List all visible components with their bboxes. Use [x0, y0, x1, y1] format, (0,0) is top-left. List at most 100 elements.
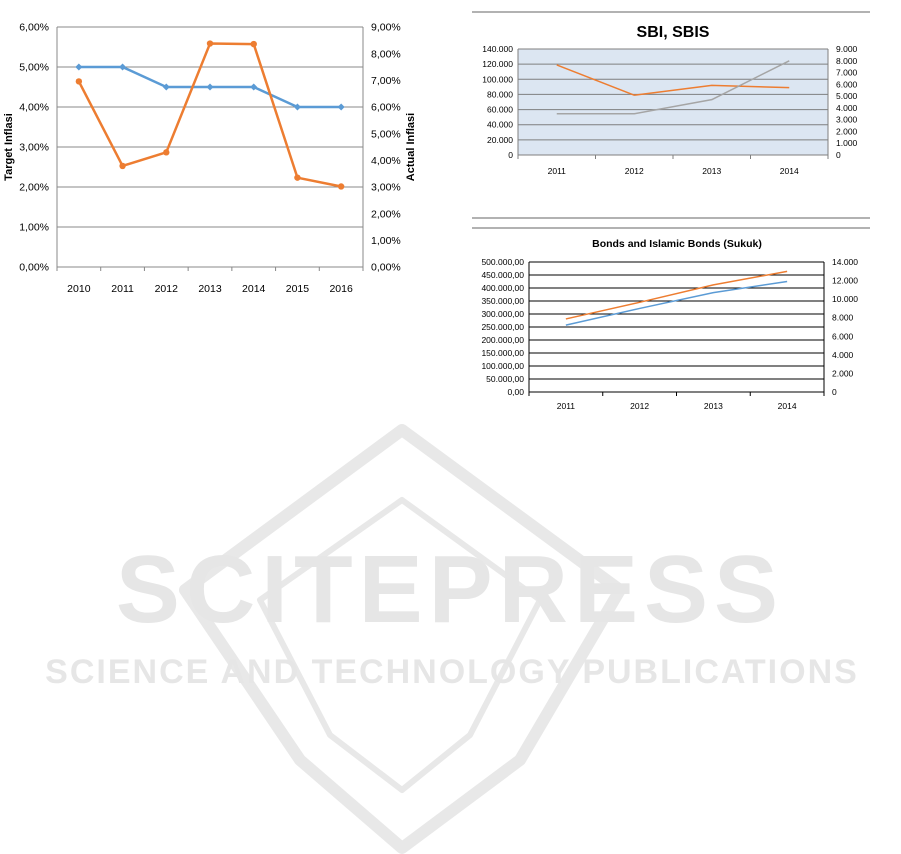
- scitepress-logo-icon: [179, 424, 626, 854]
- x-tick-label: 2011: [548, 166, 567, 176]
- y2-tick-label: 3,00%: [371, 182, 401, 194]
- data-point-marker: [294, 174, 301, 181]
- y-tick-label: 1,00%: [19, 222, 49, 234]
- y-tick-label: 250.000,00: [481, 322, 524, 332]
- chart-title: SBI, SBIS: [637, 24, 710, 41]
- y2-tick-label: 1.000: [836, 138, 858, 148]
- y-tick-label: 5,00%: [19, 62, 49, 74]
- data-point-marker: [75, 78, 83, 85]
- y-tick-label: 2,00%: [19, 182, 49, 194]
- y2-tick-label: 8.000: [836, 56, 858, 66]
- watermark-subtitle: SCIENCE AND TECHNOLOGY PUBLICATIONS: [45, 653, 859, 691]
- y2-tick-label: 4,00%: [371, 155, 401, 167]
- y2-tick-label: 2.000: [832, 368, 854, 378]
- watermark-title: SCITEPRESS: [116, 536, 784, 643]
- x-tick-label: 2015: [286, 283, 310, 295]
- y-tick-label: 20.000: [487, 135, 513, 145]
- y2-tick-label: 9,00%: [371, 22, 401, 34]
- data-point-marker: [75, 63, 83, 71]
- y2-tick-label: 6,00%: [371, 102, 401, 114]
- data-point-marker: [162, 83, 170, 91]
- y-tick-label: 150.000,00: [481, 348, 524, 358]
- y-tick-label: 140.000: [482, 44, 513, 54]
- x-tick-label: 2013: [198, 283, 222, 295]
- y2-tick-label: 8.000: [832, 313, 854, 323]
- y2-tick-label: 2,00%: [371, 208, 401, 220]
- y-tick-label: 400.000,00: [481, 283, 524, 293]
- y-tick-label: 4,00%: [19, 102, 49, 114]
- y2-tick-label: 6.000: [836, 79, 858, 89]
- y-tick-label: 120.000: [482, 59, 513, 69]
- y2-tick-label: 4.000: [836, 103, 858, 113]
- y2-tick-label: 2.000: [836, 126, 858, 136]
- x-tick-label: 2011: [557, 401, 576, 411]
- x-tick-label: 2012: [155, 283, 179, 295]
- y-tick-label: 80.000: [487, 89, 513, 99]
- y-tick-label: 200.000,00: [481, 335, 524, 345]
- y2-tick-label: 0,00%: [371, 262, 401, 274]
- data-point-marker: [250, 83, 258, 91]
- y2-axis-title: Actual Inflasi: [405, 113, 417, 181]
- y2-tick-label: 1,00%: [371, 235, 401, 247]
- data-point-marker: [163, 149, 170, 156]
- x-tick-label: 2010: [67, 283, 91, 295]
- data-point-marker: [206, 40, 214, 47]
- data-point-marker: [337, 183, 345, 190]
- x-tick-label: 2013: [702, 166, 721, 176]
- data-point-marker: [119, 162, 126, 170]
- y2-tick-label: 9.000: [836, 44, 858, 54]
- x-tick-label: 2014: [780, 166, 799, 176]
- y-tick-label: 3,00%: [19, 142, 49, 154]
- y-tick-label: 300.000,00: [481, 309, 524, 319]
- y-tick-label: 60.000: [487, 105, 513, 115]
- y-tick-label: 0,00%: [19, 262, 49, 274]
- y2-tick-label: 0: [836, 150, 841, 160]
- y-tick-label: 450.000,00: [481, 270, 524, 280]
- y2-tick-label: 5,00%: [371, 128, 401, 140]
- y2-tick-label: 10.000: [832, 294, 858, 304]
- y-tick-label: 6,00%: [19, 22, 49, 34]
- y2-tick-label: 12.000: [832, 276, 858, 286]
- y2-tick-label: 7.000: [836, 68, 858, 78]
- x-tick-label: 2014: [242, 283, 266, 295]
- series-line-2: [77, 42, 342, 188]
- x-tick-label: 2016: [329, 283, 353, 295]
- scitepress-watermark: SCITEPRESS SCIENCE AND TECHNOLOGY PUBLIC…: [45, 424, 859, 854]
- x-tick-label: 2012: [630, 401, 649, 411]
- y-tick-label: 40.000: [487, 120, 513, 130]
- chart-title: Bonds and Islamic Bonds (Sukuk): [592, 238, 762, 250]
- data-point-marker: [206, 83, 214, 91]
- y2-tick-label: 3.000: [836, 115, 858, 125]
- y2-tick-label: 4.000: [832, 350, 854, 360]
- data-point-marker: [337, 103, 345, 111]
- y2-tick-label: 0: [832, 387, 837, 397]
- y-axis-title: Target Inflasi: [3, 113, 15, 181]
- y-tick-label: 0,00: [507, 387, 524, 397]
- y-tick-label: 100.000,00: [481, 361, 524, 371]
- y2-tick-label: 7,00%: [371, 75, 401, 87]
- y2-tick-label: 5.000: [836, 91, 858, 101]
- x-tick-label: 2012: [625, 166, 644, 176]
- y-tick-label: 50.000,00: [486, 374, 524, 384]
- y-tick-label: 500.000,00: [481, 257, 524, 267]
- y2-tick-label: 14.000: [832, 257, 858, 267]
- series-line-2: [565, 280, 788, 326]
- data-point-marker: [119, 63, 127, 71]
- x-tick-label: 2014: [778, 401, 797, 411]
- inflation-chart: 0,00% 1,00% 2,00% 3,00% 4,00% 5,00% 6,00% 0,00%…: [3, 22, 417, 295]
- x-tick-label: 2013: [704, 401, 723, 411]
- series-line-1: [565, 270, 788, 320]
- y-tick-label: 0: [508, 150, 513, 160]
- y-tick-label: 350.000,00: [481, 296, 524, 306]
- bonds-sukuk-chart: Bonds and Islamic Bonds (Sukuk) 0,00 50.0…: [481, 238, 858, 411]
- y-tick-label: 100.000: [482, 74, 513, 84]
- data-point-marker: [293, 103, 301, 111]
- series-line-1: [556, 64, 790, 96]
- sbi-sbis-chart: SBI, SBIS 0 20.000 40.000 60.000 80.000 100.0…: [482, 24, 857, 176]
- data-point-marker: [250, 40, 257, 48]
- y2-tick-label: 6.000: [832, 331, 854, 341]
- series-line-2: [556, 60, 790, 115]
- x-tick-label: 2011: [111, 283, 134, 295]
- y2-tick-label: 8,00%: [371, 48, 401, 60]
